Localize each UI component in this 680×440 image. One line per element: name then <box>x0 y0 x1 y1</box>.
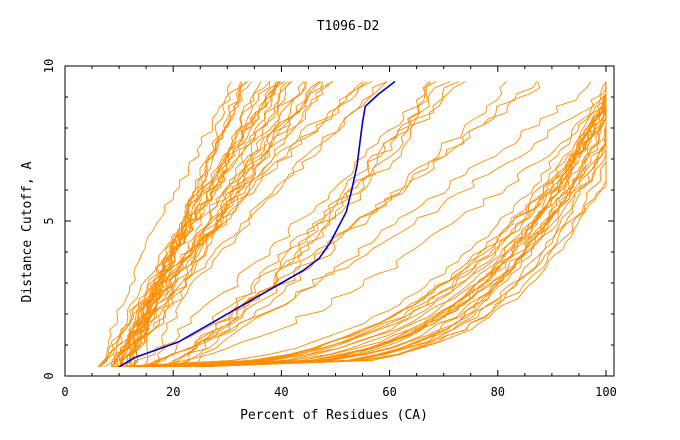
y-axis: 0 5 10 <box>42 59 614 380</box>
x-tick-label: 0 <box>61 385 68 399</box>
series-group-highlight <box>119 82 395 367</box>
chart-title: T1096-D2 <box>317 19 380 34</box>
series-group-orange <box>98 82 606 367</box>
x-axis: 0 20 40 60 80 100 <box>61 66 616 399</box>
x-tick-label: 20 <box>166 385 180 399</box>
series-line <box>100 82 306 367</box>
series-line <box>98 82 278 367</box>
series-line <box>113 82 367 367</box>
series-line <box>99 82 241 367</box>
x-tick-label: 100 <box>595 385 617 399</box>
series-line <box>131 82 307 367</box>
y-tick-label: 5 <box>42 217 56 224</box>
series-line <box>121 82 319 367</box>
y-axis-label: Distance Cutoff, A <box>20 161 35 302</box>
series-line <box>176 82 431 367</box>
series-line <box>147 82 466 367</box>
series-line <box>132 82 606 367</box>
series-line <box>135 82 606 367</box>
x-tick-label: 40 <box>274 385 288 399</box>
series-line <box>114 82 387 367</box>
series-line <box>133 82 606 367</box>
series-line <box>133 82 436 367</box>
series-line <box>129 82 387 367</box>
series-line <box>155 82 287 367</box>
y-tick-label: 10 <box>42 59 56 73</box>
x-tick-label: 80 <box>491 385 505 399</box>
x-axis-label: Percent of Residues (CA) <box>240 408 428 423</box>
y-tick-label: 0 <box>42 372 56 379</box>
series-line <box>162 82 540 367</box>
highlight-series-line <box>119 82 395 367</box>
x-tick-label: 60 <box>382 385 396 399</box>
